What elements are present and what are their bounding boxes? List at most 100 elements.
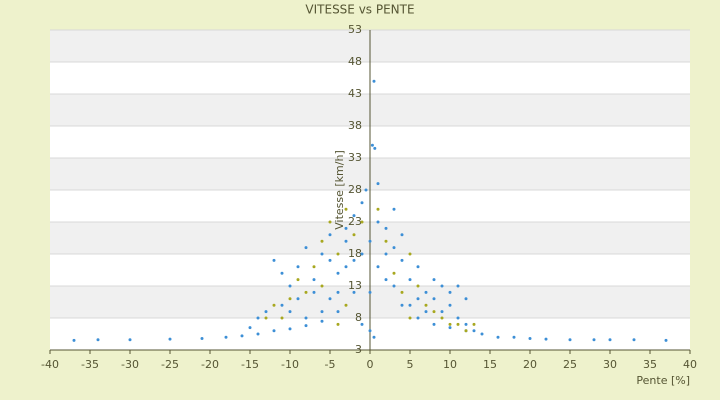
point: [392, 246, 396, 250]
point: [392, 207, 396, 211]
point: [384, 239, 388, 243]
point: [368, 290, 372, 294]
point: [272, 258, 276, 262]
point: [296, 278, 300, 282]
point: [328, 258, 332, 262]
point: [372, 335, 376, 339]
y-tick-label: 8: [355, 311, 362, 324]
point: [440, 310, 444, 314]
point: [456, 284, 460, 288]
point: [384, 226, 388, 230]
point: [280, 316, 284, 320]
point: [360, 220, 364, 224]
x-tick-label: 25: [563, 358, 577, 371]
point: [368, 329, 372, 333]
point: [384, 278, 388, 282]
point: [256, 332, 260, 336]
point: [336, 290, 340, 294]
point: [336, 271, 340, 275]
point: [344, 226, 348, 230]
point: [360, 252, 364, 256]
x-tick-label: -20: [201, 358, 219, 371]
point: [416, 297, 420, 301]
point: [256, 316, 260, 320]
point: [272, 303, 276, 307]
point: [320, 310, 324, 314]
point: [296, 265, 300, 269]
point: [384, 252, 388, 256]
x-tick-label: -40: [41, 358, 59, 371]
point: [328, 297, 332, 301]
point: [352, 290, 356, 294]
x-tick-label: -30: [121, 358, 139, 371]
point: [528, 336, 532, 340]
point: [364, 188, 368, 192]
point: [320, 239, 324, 243]
point: [200, 336, 204, 340]
x-tick-label: 5: [407, 358, 414, 371]
point: [448, 322, 452, 326]
point: [344, 239, 348, 243]
point: [272, 329, 276, 333]
point: [496, 335, 500, 339]
point: [408, 316, 412, 320]
point: [312, 278, 316, 282]
point: [344, 303, 348, 307]
y-tick-label: 48: [348, 55, 362, 68]
point: [304, 290, 308, 294]
point: [352, 233, 356, 237]
point: [416, 284, 420, 288]
point: [336, 252, 340, 256]
point: [424, 290, 428, 294]
point: [376, 207, 380, 211]
point: [432, 322, 436, 326]
point: [456, 322, 460, 326]
point: [320, 284, 324, 288]
point: [480, 332, 484, 336]
point: [304, 246, 308, 250]
point: [264, 310, 268, 314]
point: [664, 338, 668, 342]
point: [372, 79, 376, 83]
point: [472, 329, 476, 333]
point: [440, 284, 444, 288]
point: [312, 265, 316, 269]
point: [360, 201, 364, 205]
y-tick-label: 38: [348, 119, 362, 132]
x-tick-label: -15: [241, 358, 259, 371]
x-tick-label: 20: [523, 358, 537, 371]
point: [352, 214, 356, 218]
point: [248, 326, 252, 330]
point: [472, 322, 476, 326]
point: [464, 329, 468, 333]
point: [288, 327, 292, 331]
x-tick-label: -35: [81, 358, 99, 371]
point: [416, 316, 420, 320]
point: [432, 310, 436, 314]
point: [240, 334, 244, 338]
point: [280, 271, 284, 275]
point: [448, 290, 452, 294]
point: [592, 338, 596, 342]
point: [448, 326, 452, 330]
point: [432, 297, 436, 301]
point: [320, 319, 324, 323]
y-tick-label: 33: [348, 151, 362, 164]
point: [408, 252, 412, 256]
point: [392, 271, 396, 275]
y-tick-label: 28: [348, 183, 362, 196]
point: [408, 303, 412, 307]
point: [328, 233, 332, 237]
point: [288, 284, 292, 288]
point: [512, 335, 516, 339]
point: [424, 310, 428, 314]
point: [280, 303, 284, 307]
point: [344, 265, 348, 269]
point: [224, 335, 228, 339]
point: [376, 182, 380, 186]
x-tick-label: 0: [367, 358, 374, 371]
point: [368, 239, 372, 243]
chart-title: VITESSE vs PENTE: [305, 3, 414, 17]
y-tick-label: 23: [348, 215, 362, 228]
